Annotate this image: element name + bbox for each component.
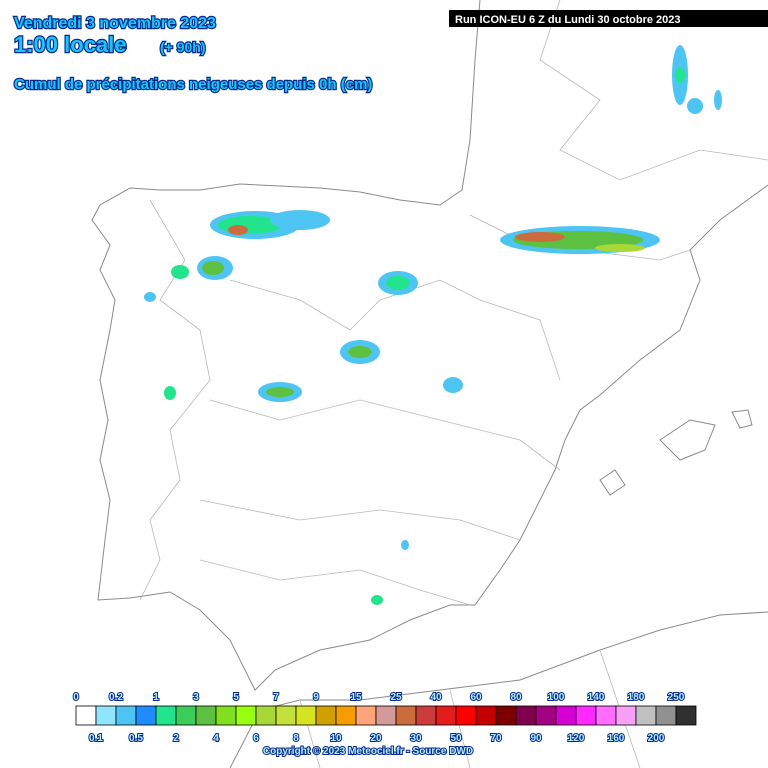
legend-label: 3 [193,692,199,703]
legend-swatch [455,705,477,726]
legend-swatch [195,705,217,726]
copyright: Copyright © 2023 Meteociel.fr - Source D… [263,746,473,757]
legend-swatch [435,705,457,726]
legend-label: 200 [648,733,665,744]
legend-label: 60 [470,692,482,703]
legend-swatch [595,705,617,726]
legend-swatch [655,705,677,726]
legend-label: 0.2 [109,692,123,703]
legend-label: 120 [568,733,585,744]
legend-swatch [615,705,637,726]
time: 1:00 locale [14,32,127,57]
legend-label: 80 [510,692,522,703]
run-box [449,10,768,27]
legend-swatch [115,705,137,726]
legend-label: 0 [73,692,79,703]
coastlines [91,0,768,768]
legend-swatch [555,705,577,726]
legend-swatch [95,705,117,726]
legend-swatch [535,705,557,726]
legend-swatch [635,705,657,726]
legend-label: 50 [450,733,462,744]
legend-label: 0.1 [89,733,103,744]
legend-swatch [335,705,357,726]
legend-swatch [395,705,417,726]
legend-label: 9 [313,692,319,703]
legend-swatch [175,705,197,726]
legend-label: 140 [588,692,605,703]
legend-label: 0.5 [129,733,143,744]
legend-swatch [135,705,157,726]
legend-label: 6 [253,733,259,744]
legend-swatch [415,705,437,726]
legend-label: 20 [370,733,382,744]
legend-label: 5 [233,692,239,703]
legend-label: 10 [330,733,342,744]
legend-swatch [275,705,297,726]
legend-label: 70 [490,733,502,744]
legend-label: 40 [430,692,442,703]
legend-swatch [155,705,177,726]
snow-areas [144,45,722,605]
legend-swatch [675,705,697,726]
legend: 0 0.1 0.2 0.5 1 2 3 4 5 6 7 8 9 10 15 20 25 30 40 50 60 70 80 9… [72,691,697,745]
legend-label: 180 [628,692,645,703]
legend-swatch [575,705,597,726]
legend-swatch [295,705,317,726]
date: Vendredi 3 novembre 2023 [14,15,216,32]
legend-label: 25 [390,692,402,703]
legend-swatch [215,705,237,726]
legend-label: 250 [668,692,685,703]
legend-swatch [515,705,537,726]
legend-label: 1 [153,692,159,703]
legend-swatch [315,705,337,726]
legend-label: 7 [273,692,279,703]
legend-label: 4 [213,733,219,744]
legend-swatch [235,705,257,726]
lead-time: (+ 90h) [160,39,206,55]
legend-label: 2 [173,733,179,744]
map-title: Cumul de précipitations neigeuses depuis… [14,76,372,93]
legend-label: 8 [293,733,299,744]
legend-swatch [495,705,517,726]
legend-swatch [375,705,397,726]
legend-label: 90 [530,733,542,744]
legend-label: 160 [608,733,625,744]
legend-swatch [75,705,97,726]
legend-label: 15 [350,692,362,703]
legend-label: 100 [548,692,565,703]
legend-swatch [255,705,277,726]
legend-swatch [355,705,377,726]
legend-swatch [475,705,497,726]
legend-label: 30 [410,733,422,744]
run-info: Run ICON-EU 6 Z du Lundi 30 octobre 2023 [455,14,681,26]
